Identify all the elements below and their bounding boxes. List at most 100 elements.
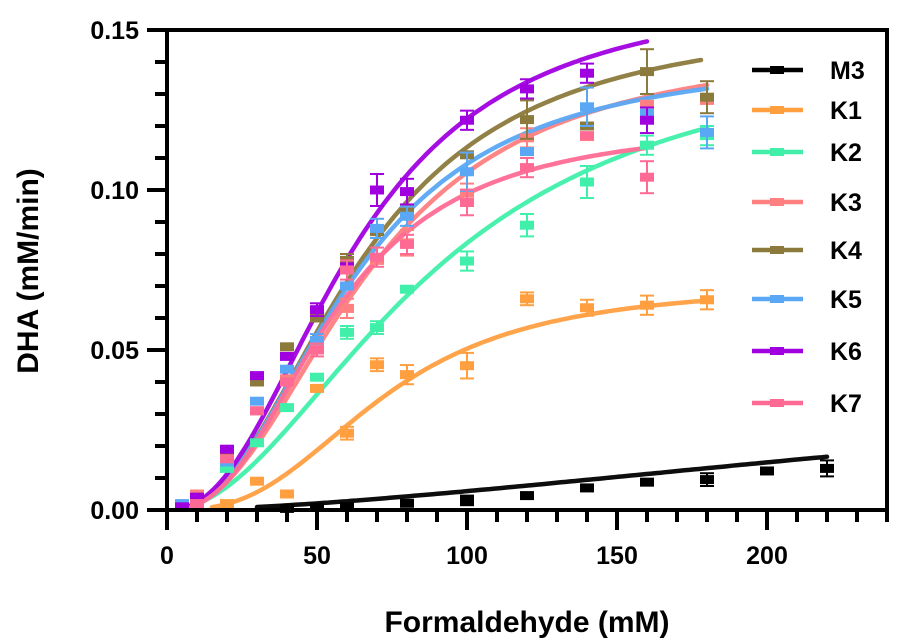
point-marker: [520, 147, 534, 157]
y-tick-label: 0.05: [90, 337, 139, 365]
point-marker: [280, 351, 294, 361]
point-marker: [250, 371, 264, 381]
legend-label: K4: [830, 237, 862, 265]
data-point: [340, 325, 354, 340]
point-marker: [310, 345, 324, 355]
data-point: [400, 205, 414, 227]
point-marker: [580, 68, 594, 78]
data-points: [175, 48, 834, 513]
data-point: [250, 476, 264, 486]
point-marker: [580, 303, 594, 313]
legend-item-k2: K2: [752, 139, 862, 167]
point-marker: [400, 211, 414, 221]
data-point: [760, 466, 774, 476]
y-tick-label: 0.00: [90, 497, 139, 525]
point-marker: [340, 281, 354, 291]
data-point: [220, 499, 234, 509]
point-marker: [280, 342, 294, 352]
series-k7-points: [190, 131, 654, 509]
legend-item-k5: K5: [752, 286, 862, 314]
point-marker: [340, 327, 354, 337]
data-point: [460, 250, 474, 272]
point-marker: [520, 220, 534, 230]
data-point: [400, 364, 414, 386]
point-marker: [400, 498, 414, 508]
legend-item-k7: K7: [752, 390, 862, 418]
data-point: [340, 297, 354, 319]
point-marker: [640, 99, 654, 109]
data-point: [280, 351, 294, 361]
data-point: [520, 213, 534, 238]
point-marker: [580, 131, 594, 141]
data-point: [400, 284, 414, 294]
point-marker: [190, 499, 204, 509]
fit-curve-k2: [188, 125, 710, 509]
point-marker: [460, 256, 474, 266]
legend-marker: [770, 148, 784, 156]
data-point: [580, 86, 594, 127]
point-marker: [220, 454, 234, 464]
point-marker: [460, 197, 474, 207]
point-marker: [280, 489, 294, 499]
data-point: [370, 246, 384, 268]
point-marker: [280, 364, 294, 374]
data-point: [520, 157, 534, 179]
data-point: [370, 357, 384, 373]
data-point: [520, 99, 534, 140]
data-point: [190, 499, 204, 509]
legend-label: K3: [830, 189, 862, 217]
data-point: [250, 406, 264, 416]
y-tick-label: 0.15: [90, 17, 139, 45]
y-axis-title: DHA (mM/min): [12, 168, 45, 374]
data-point: [460, 188, 474, 217]
point-marker: [520, 491, 534, 501]
point-marker: [460, 167, 474, 177]
point-marker: [460, 115, 474, 125]
data-point: [640, 477, 654, 487]
point-marker: [310, 313, 324, 323]
legend-item-k3: K3: [752, 189, 862, 217]
point-marker: [370, 185, 384, 195]
data-point: [700, 115, 714, 150]
point-marker: [640, 115, 654, 125]
legend-marker: [770, 399, 784, 407]
data-point: [580, 62, 594, 84]
data-point: [340, 425, 354, 441]
legend: M3 K1 K2 K3 K4 K5 K6 K7: [752, 57, 865, 418]
point-marker: [250, 476, 264, 486]
point-marker: [370, 360, 384, 370]
legend-item-k1: K1: [752, 97, 862, 125]
point-marker: [280, 403, 294, 413]
point-marker: [190, 492, 204, 502]
data-point: [370, 217, 384, 239]
data-point: [700, 472, 714, 487]
point-marker: [280, 377, 294, 387]
data-point: [280, 342, 294, 352]
legend-item-k6: K6: [752, 338, 862, 366]
x-tick-label: 100: [446, 542, 488, 570]
axis-ticks: 0 50 100 150 200 0.00 0.05 0.10 0.15: [90, 17, 889, 570]
data-point: [820, 459, 834, 478]
data-point: [580, 165, 594, 199]
point-marker: [700, 475, 714, 485]
point-marker: [220, 463, 234, 473]
point-marker: [220, 444, 234, 454]
x-tick-label: 150: [596, 542, 638, 570]
point-marker: [760, 466, 774, 476]
y-tick-label: 0.10: [90, 177, 139, 205]
data-point: [640, 48, 654, 95]
point-marker: [640, 477, 654, 487]
data-point: [520, 491, 534, 501]
data-point: [520, 147, 534, 157]
point-marker: [400, 284, 414, 294]
point-marker: [460, 361, 474, 371]
point-marker: [640, 140, 654, 150]
data-point: [310, 313, 324, 323]
data-point: [310, 372, 324, 382]
point-marker: [580, 102, 594, 112]
legend-label: K6: [830, 338, 862, 366]
point-marker: [310, 502, 324, 512]
data-point: [640, 134, 654, 156]
legend-marker: [770, 246, 784, 254]
point-marker: [700, 92, 714, 102]
